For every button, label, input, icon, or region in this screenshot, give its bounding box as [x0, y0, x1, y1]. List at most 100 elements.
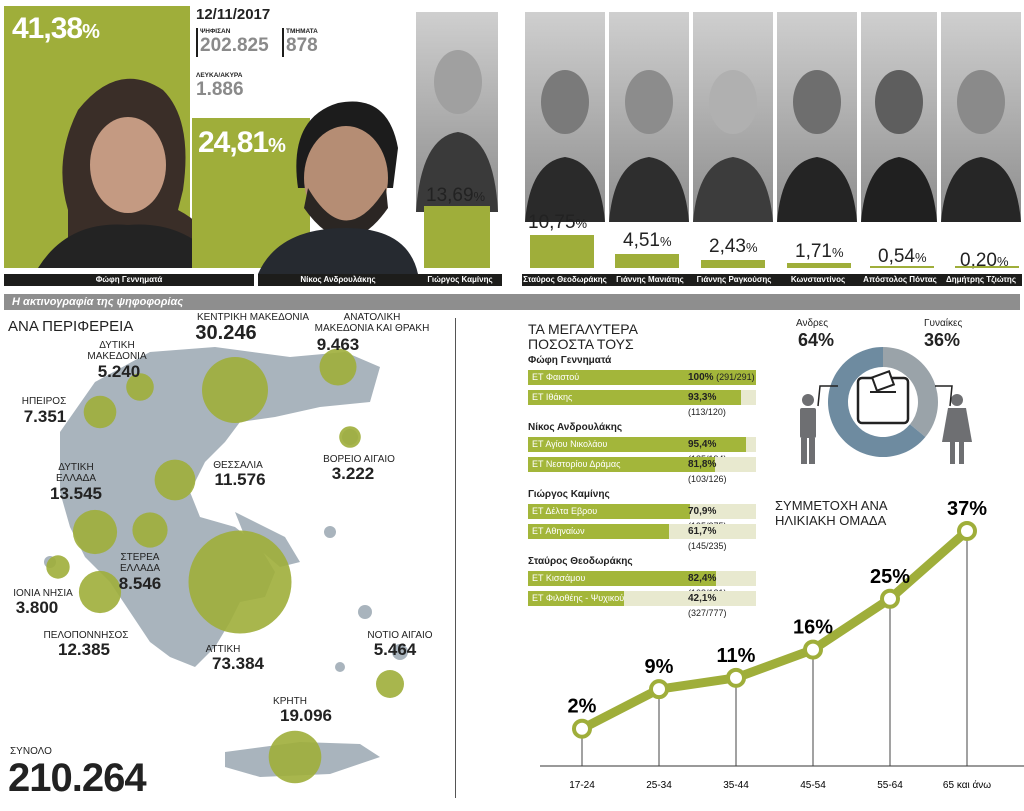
top-results-row: ΕΤ Ιθάκης 93,3% (113/120)	[528, 390, 756, 417]
age-tick-label: 35-44	[723, 780, 749, 791]
age-point-label: 25%	[870, 566, 910, 588]
candidate-name-maniatis: Γιάννης Μανιάτης	[608, 274, 692, 286]
region-label-dytiki-makedonia: ΔΥΤΙΚΗ ΜΑΚΕΔΟΝΙΑ	[87, 340, 147, 362]
men-label: Ανδρες	[796, 318, 829, 329]
top-results-value: 42,1% (327/777)	[688, 593, 727, 618]
map-mainland	[60, 347, 380, 667]
top-results-row: ΕΤ Φαιστού 100% (291/291)	[528, 370, 756, 385]
top-results-candidate: Φώφη Γεννηματά	[528, 355, 612, 366]
age-point-label: 2%	[568, 696, 597, 718]
top-results-bar	[528, 524, 669, 539]
region-bubble-kriti	[268, 730, 322, 784]
region-label-peloponnisos: ΠΕΛΟΠΟΝΝΗΣΟΣ	[43, 630, 129, 641]
region-label-attiki: ΑΤΤΙΚΗ	[205, 644, 241, 655]
top-results-bar	[528, 457, 715, 472]
candidate-photo-maniatis	[609, 12, 689, 222]
sections-stat: ΤΜΗΜΑΤΑ 878	[282, 28, 318, 57]
age-point-label: 16%	[793, 617, 833, 639]
top-results-bar	[528, 591, 624, 606]
region-value-dytiki-makedonia: 5.240	[97, 362, 141, 381]
top-results-place: ΕΤ Ιθάκης	[532, 392, 573, 402]
region-label-sterea-ellada: ΣΤΕΡΕΑ ΕΛΛΑΔΑ	[119, 552, 161, 574]
candidate-photo-gennimata	[38, 78, 233, 268]
blank-stat: ΛΕΥΚΑ/ΑΚΥΡΑ 1.886	[196, 72, 244, 100]
candidate-name-androulakis: Νίκος Ανδρουλάκης	[258, 274, 418, 286]
top-results-value: 81,8% (103/126)	[688, 459, 727, 484]
region-label-ionia-nisia: ΙΟΝΙΑ ΝΗΣΙΑ	[13, 588, 73, 599]
region-value-anatoliki-makedonia: 9.463	[316, 335, 360, 354]
region-label-thessalia: ΘΕΣΣΑΛΙΑ	[213, 460, 263, 471]
candidate-name-gennimata: Φώφη Γεννηματά	[4, 274, 254, 286]
candidate-bar-theodorakis	[530, 234, 594, 268]
age-tick-label: 45-54	[800, 780, 826, 791]
election-date: 12/11/2017	[196, 6, 271, 23]
top-results-place: ΕΤ Αγίου Νικολάου	[532, 439, 608, 449]
region-bubble-sterea-ellada	[132, 512, 168, 548]
candidate-name-kaminis: Γιώργος Καμίνης	[418, 274, 502, 286]
top-results-place: ΕΤ Νεστορίου Δράμας	[532, 459, 621, 469]
age-chart-title: ΣΥΜΜΕΤΟΧΗ ΑΝΑ ΗΛΙΚΙΑΚΗ ΟΜΑΔΑ	[775, 498, 887, 528]
men-pct: 64%	[798, 330, 835, 350]
women-label: Γυναίκες	[924, 318, 963, 329]
candidate-pct-pontas: 0,54%	[878, 246, 927, 267]
region-bubble-kentriki-makedonia	[202, 357, 268, 423]
region-value-dytiki-ellada: 13.545	[50, 484, 102, 503]
age-line-chart: 2% 17-24 9% 25-34 11% 35-44 16% 45-54 25% 55-64 37…	[540, 498, 1024, 791]
region-label-anatoliki-makedonia: ΑΝΑΤΟΛΙΚΗ ΜΑΚΕΔΟΝΙΑ ΚΑΙ ΘΡΑΚΗ	[314, 312, 430, 334]
top-results-candidate: Νίκος Ανδρουλάκης	[528, 422, 623, 433]
region-value-notio-aigaio: 5.464	[373, 640, 417, 659]
top-results-row: ΕΤ Αθηναίων 61,7% (145/235)	[528, 524, 756, 551]
age-point-label: 37%	[947, 498, 987, 520]
region-value-kentriki-makedonia: 30.246	[195, 322, 257, 344]
candidate-bar-ragousis	[701, 260, 765, 268]
top-results-bar	[528, 571, 716, 586]
region-label-notio-aigaio: ΝΟΤΙΟ ΑΙΓΑΙΟ	[367, 630, 433, 641]
region-bubble-notio-aigaio	[376, 670, 404, 698]
stats-block: 12/11/2017 ΨΗΦΙΣΑΝ 202.825 ΤΜΗΜΑΤΑ 878 Λ…	[196, 6, 326, 106]
greece-map	[44, 347, 408, 784]
top-results-row: ΕΤ Φιλοθέης - Ψυχικού 42,1% (327/777)	[528, 591, 756, 618]
age-point	[957, 520, 977, 541]
candidate-pct-maniatis: 4,51%	[623, 230, 672, 251]
region-value-ionia-nisia: 3.800	[15, 598, 59, 617]
region-value-thessalia: 11.576	[214, 470, 266, 489]
man-icon	[800, 394, 816, 464]
age-point	[803, 639, 823, 660]
candidate-pct-tziotis: 0,20%	[960, 250, 1009, 271]
region-label-kentriki-makedonia: ΚΕΝΤΡΙΚΗ ΜΑΚΕΔΟΝΙΑ	[196, 312, 310, 323]
candidate-bar-gatsios	[787, 262, 851, 268]
candidate-pct-kaminis: 13,69%	[426, 185, 486, 206]
women-pct: 36%	[924, 330, 961, 350]
region-bubble-thessalia	[154, 459, 196, 501]
candidate-photo-ragousis	[693, 12, 773, 222]
candidates-panel: 41,38% Φώφη Γεννηματά 12/11/2017 ΨΗΦΙΣΑΝ…	[0, 0, 1024, 296]
region-value-attiki: 73.384	[212, 654, 264, 673]
candidate-pct-gennimata: 41,38%	[12, 12, 100, 45]
top-results-place: ΕΤ Φαιστού	[532, 372, 580, 382]
candidate-name-theodorakis: Σταύρος Θεοδωράκης	[522, 274, 608, 286]
top-results-bar	[528, 390, 741, 405]
age-tick-label: 25-34	[646, 780, 672, 791]
donut-slice-women	[883, 347, 938, 438]
region-label-kriti: ΚΡΗΤΗ	[273, 696, 307, 707]
age-point	[880, 588, 900, 609]
total-value: 210.264	[8, 756, 147, 800]
candidate-pct-androulakis: 24,81%	[198, 126, 286, 159]
candidate-bar-kaminis	[424, 206, 490, 268]
candidate-pct-gatsios: 1,71%	[795, 241, 844, 262]
candidate-name-gatsios: Κωνσταντίνος Γάτσιος	[776, 274, 860, 296]
top-results-place: ΕΤ Δέλτα Εβρου	[532, 506, 598, 516]
region-bubble-peloponnisos	[78, 570, 122, 614]
region-label-ipeiros: ΗΠΕΙΡΟΣ	[21, 396, 67, 407]
region-value-ipeiros: 7.351	[23, 407, 67, 426]
candidate-bar-tziotis	[955, 266, 1019, 268]
top-results-place: ΕΤ Φιλοθέης - Ψυχικού	[532, 593, 625, 603]
region-bubble-ipeiros	[83, 395, 117, 429]
region-value-sterea-ellada: 8.546	[118, 574, 162, 593]
gender-donut	[800, 347, 972, 464]
candidate-photo-kaminis	[416, 12, 498, 212]
top-results-row: ΕΤ Νεστορίου Δράμας 81,8% (103/126)	[528, 457, 756, 484]
donut-slice-men	[828, 347, 926, 457]
